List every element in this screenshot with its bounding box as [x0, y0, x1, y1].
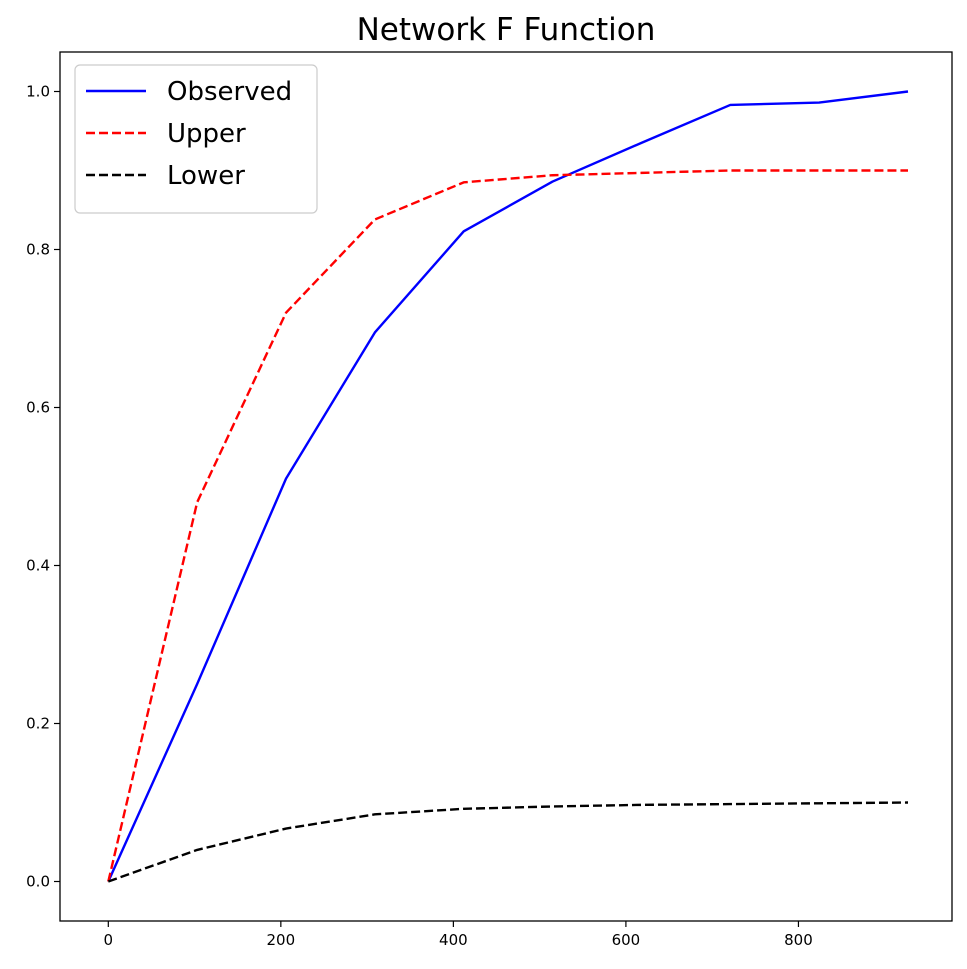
legend-label-observed: Observed	[167, 77, 292, 107]
y-tick-label: 0.4	[26, 557, 50, 575]
x-tick-label: 400	[439, 931, 468, 949]
y-tick-label: 0.6	[26, 399, 50, 417]
y-tick-label: 0.8	[26, 241, 50, 259]
x-tick-label: 800	[784, 931, 813, 949]
x-tick-label: 600	[612, 931, 641, 949]
y-tick-label: 0.2	[26, 715, 50, 733]
x-tick-label: 200	[267, 931, 296, 949]
legend-label-lower: Lower	[167, 161, 245, 191]
x-tick-label: 0	[104, 931, 114, 949]
series-line-upper	[107, 169, 908, 882]
x-axis: 0 200 400 600 800	[104, 921, 813, 949]
series-line-observed	[107, 90, 909, 882]
legend: Observed Upper Lower	[74, 64, 318, 214]
y-tick-label: 1.0	[26, 83, 50, 101]
legend-label-upper: Upper	[167, 119, 246, 149]
y-tick-label: 0.0	[26, 873, 50, 891]
plot-frame	[59, 51, 953, 922]
plot-area	[107, 90, 909, 883]
series-line-lower	[107, 801, 909, 883]
chart-title: Network F Function	[357, 12, 656, 48]
y-axis: 0.0 0.2 0.4 0.6 0.8 1.0	[26, 83, 60, 891]
legend-box	[74, 64, 318, 214]
